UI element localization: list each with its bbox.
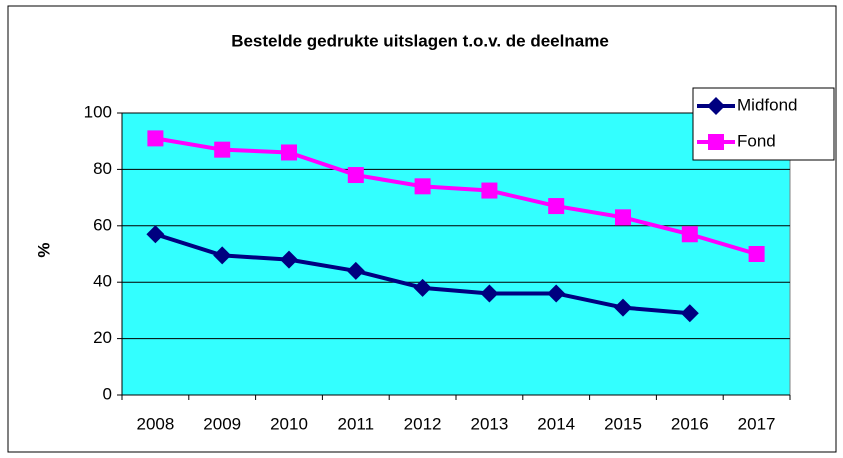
y-tick-label: 0 [103, 384, 112, 403]
y-tick-label: 40 [93, 272, 112, 291]
legend-label: Fond [737, 131, 776, 150]
x-tick-label: 2013 [470, 414, 508, 433]
x-tick-label: 2015 [604, 414, 642, 433]
y-tick-label: 20 [93, 328, 112, 347]
x-tick-label: 2011 [338, 414, 375, 433]
data-point [147, 130, 164, 147]
data-point [281, 144, 297, 161]
x-tick-label: 2008 [136, 414, 174, 433]
chart-title: Bestelde gedrukte uitslagen t.o.v. de de… [231, 31, 609, 50]
data-point [547, 284, 566, 303]
data-point [214, 141, 231, 158]
data-point [548, 198, 565, 215]
data-point [480, 284, 499, 303]
data-point [615, 209, 631, 226]
data-point [414, 178, 431, 195]
y-tick-label: 100 [84, 102, 112, 121]
legend-marker [708, 134, 724, 150]
data-point [748, 246, 765, 262]
x-tick-label: 2014 [537, 414, 575, 433]
x-tick-label: 2016 [671, 414, 709, 433]
data-point [681, 226, 698, 243]
data-point [347, 167, 364, 184]
x-tick-label: 2017 [738, 414, 776, 433]
legend-label: Midfond [737, 95, 797, 114]
x-tick-label: 2010 [270, 414, 308, 433]
legend-marker [707, 97, 725, 115]
data-point [280, 250, 298, 269]
data-point [146, 225, 165, 244]
y-axis-label: % [34, 242, 53, 257]
series-line [155, 136, 758, 256]
data-point [680, 304, 699, 323]
data-point [614, 298, 632, 317]
y-tick-label: 60 [93, 215, 112, 234]
plot-area [121, 112, 791, 396]
data-point [413, 278, 432, 297]
x-tick-label: 2012 [404, 414, 442, 433]
data-point [481, 182, 498, 199]
x-tick-label: 2009 [203, 414, 241, 433]
data-point [346, 261, 365, 280]
y-tick-label: 80 [93, 159, 112, 178]
data-point [213, 246, 232, 265]
